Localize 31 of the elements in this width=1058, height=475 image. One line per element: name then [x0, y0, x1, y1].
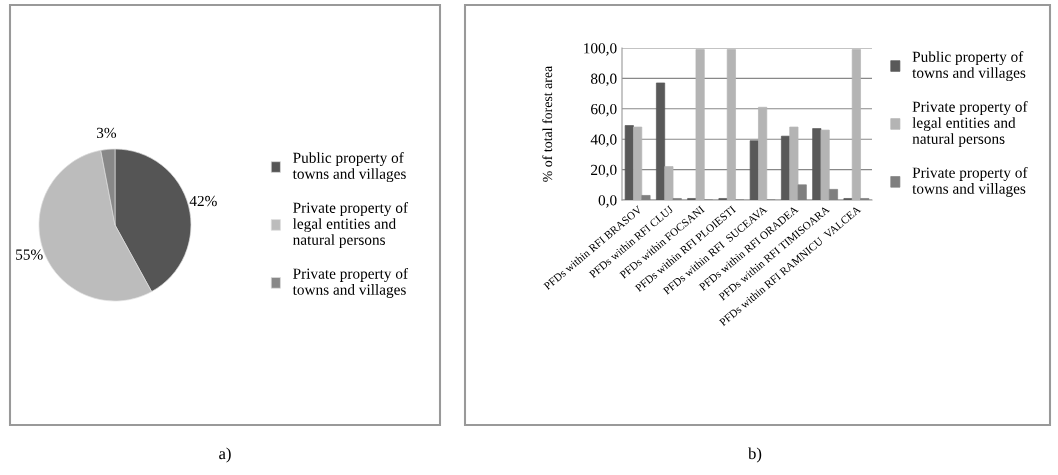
bar — [624, 125, 634, 200]
y-tick-label: 80,0 — [590, 73, 617, 87]
y-tick-label: 20,0 — [591, 164, 617, 178]
bar — [851, 49, 861, 200]
bar — [749, 140, 759, 200]
legend-label: Private property of legal entities and natural persons — [912, 100, 1028, 148]
y-tick-label: 100,0 — [584, 43, 617, 56]
legend-label: Private property of towns and villages — [292, 267, 409, 298]
data-label: 3% — [96, 127, 117, 139]
legend-label: Private property of legal entities and natural persons — [292, 201, 409, 249]
bar — [633, 126, 643, 200]
bar — [820, 129, 830, 200]
y-tick-label: 40,0 — [590, 134, 617, 147]
legend-label: Public property of towns and villages — [912, 51, 1026, 82]
bar — [641, 195, 651, 200]
data-label: 55% — [16, 249, 43, 260]
y-axis-title: % of total forest area — [542, 65, 553, 182]
bar — [726, 49, 736, 200]
legend-label: Public property of towns and villages — [292, 152, 406, 183]
bar — [789, 126, 799, 200]
legend-label: Private property of towns and villages — [912, 166, 1028, 197]
text: a) — [219, 447, 231, 463]
data-label: 42% — [189, 195, 217, 207]
bar — [656, 82, 666, 200]
y-tick-label: 60,0 — [591, 103, 617, 117]
bar — [695, 49, 705, 200]
text: b) — [748, 447, 762, 463]
bar — [828, 189, 838, 200]
bar — [758, 106, 768, 200]
bar — [664, 166, 674, 200]
bar — [797, 184, 807, 200]
